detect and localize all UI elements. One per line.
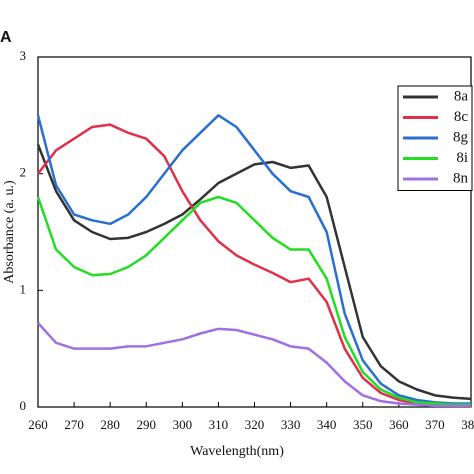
legend-label: 8a: [454, 88, 469, 104]
x-axis-label: Wavelength(nm): [190, 444, 284, 459]
x-tick-label: 290: [137, 417, 157, 432]
series-line: [36, 195, 471, 406]
x-tick-label: 340: [317, 417, 337, 432]
legend-label: 8c: [454, 109, 469, 125]
x-tick-label: 260: [28, 417, 48, 432]
series-line: [37, 123, 471, 408]
x-tick-label: 380: [461, 417, 474, 432]
series-line: [36, 114, 471, 405]
y-axis-label: Absorbance (a. u.): [2, 180, 17, 284]
x-tick-label: 330: [281, 417, 301, 432]
series-line: [37, 322, 471, 408]
legend-label: 8g: [453, 129, 469, 145]
legend-label: 8i: [456, 150, 468, 166]
x-tick-label: 310: [209, 417, 229, 432]
x-tick-label: 360: [389, 417, 409, 432]
y-tick-label: 2: [20, 165, 27, 180]
x-tick-label: 370: [425, 417, 445, 432]
x-tick-label: 270: [64, 417, 84, 432]
x-tick-label: 350: [353, 417, 373, 432]
legend-label: 8n: [453, 170, 469, 186]
x-tick-label: 300: [173, 417, 193, 432]
x-tick-label: 280: [100, 417, 120, 432]
y-tick-label: 3: [20, 48, 27, 63]
panel-label: A: [0, 29, 12, 46]
y-tick-label: 0: [20, 398, 27, 413]
series-line: [36, 144, 472, 401]
x-tick-label: 320: [245, 417, 265, 432]
y-tick-label: 1: [20, 281, 27, 296]
